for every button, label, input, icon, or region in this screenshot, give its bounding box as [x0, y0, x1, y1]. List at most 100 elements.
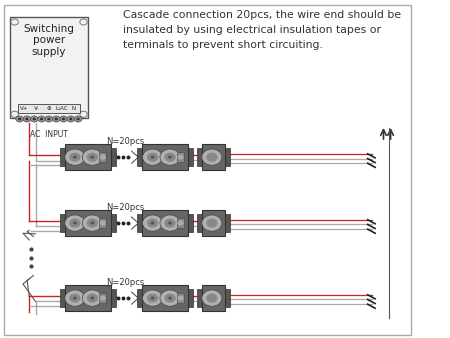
Circle shape: [143, 149, 162, 165]
Circle shape: [76, 118, 80, 120]
Bar: [60, 289, 65, 307]
Bar: [60, 148, 65, 166]
Circle shape: [151, 222, 154, 224]
Bar: [60, 214, 65, 232]
Circle shape: [40, 118, 43, 120]
Bar: [202, 145, 225, 170]
Bar: [177, 218, 184, 228]
Bar: [225, 289, 230, 307]
Circle shape: [65, 149, 85, 165]
Bar: [225, 214, 230, 232]
Text: V+: V+: [19, 106, 28, 111]
Text: N=20pcs: N=20pcs: [107, 137, 145, 146]
Bar: [197, 289, 202, 307]
Circle shape: [164, 219, 176, 228]
Bar: [189, 214, 194, 232]
Circle shape: [73, 297, 77, 300]
Circle shape: [90, 297, 94, 300]
Bar: [189, 148, 194, 166]
Circle shape: [164, 153, 176, 162]
Text: N: N: [72, 106, 76, 111]
Circle shape: [47, 118, 50, 120]
Text: L₁AC: L₁AC: [55, 106, 68, 111]
Circle shape: [18, 118, 21, 120]
Bar: [137, 214, 143, 232]
Circle shape: [69, 293, 81, 303]
Circle shape: [60, 116, 67, 122]
Bar: [177, 293, 184, 303]
Text: N=20pcs: N=20pcs: [107, 278, 145, 287]
Bar: [143, 145, 189, 170]
Circle shape: [177, 295, 184, 301]
Bar: [111, 214, 116, 232]
Circle shape: [53, 116, 60, 122]
Circle shape: [168, 222, 172, 224]
Circle shape: [206, 219, 217, 228]
Bar: [99, 152, 106, 162]
Bar: [177, 152, 184, 162]
Circle shape: [168, 297, 172, 300]
Circle shape: [65, 215, 85, 231]
Circle shape: [23, 116, 31, 122]
Circle shape: [65, 290, 85, 306]
Circle shape: [82, 290, 102, 306]
Circle shape: [100, 221, 106, 226]
Bar: [202, 210, 225, 236]
Circle shape: [100, 295, 106, 301]
Bar: [202, 285, 225, 311]
Circle shape: [38, 116, 45, 122]
Circle shape: [74, 116, 82, 122]
Circle shape: [87, 219, 98, 228]
Circle shape: [31, 116, 38, 122]
Circle shape: [177, 155, 184, 160]
Circle shape: [82, 215, 102, 231]
Circle shape: [90, 155, 94, 159]
Circle shape: [160, 149, 180, 165]
Circle shape: [67, 116, 75, 122]
Circle shape: [82, 149, 102, 165]
Bar: [197, 214, 202, 232]
Bar: [65, 145, 111, 170]
Circle shape: [206, 153, 217, 162]
Bar: [10, 17, 88, 118]
Circle shape: [202, 149, 222, 165]
Circle shape: [202, 215, 222, 231]
Bar: [65, 210, 111, 236]
Text: ⊕: ⊕: [46, 106, 51, 111]
Circle shape: [54, 118, 58, 120]
Circle shape: [160, 215, 180, 231]
Bar: [137, 289, 143, 307]
Text: V-: V-: [34, 106, 39, 111]
Circle shape: [100, 155, 106, 160]
Circle shape: [69, 219, 81, 228]
Circle shape: [87, 153, 98, 162]
Circle shape: [151, 297, 154, 300]
Circle shape: [143, 215, 162, 231]
Bar: [99, 293, 106, 303]
Circle shape: [62, 118, 65, 120]
Circle shape: [87, 293, 98, 303]
Circle shape: [90, 222, 94, 224]
Circle shape: [202, 290, 222, 306]
Circle shape: [69, 118, 72, 120]
Text: Switching
power
supply: Switching power supply: [23, 24, 74, 57]
Bar: [197, 148, 202, 166]
Circle shape: [206, 293, 217, 303]
Circle shape: [143, 290, 162, 306]
Bar: [111, 289, 116, 307]
Bar: [189, 289, 194, 307]
Circle shape: [177, 221, 184, 226]
Circle shape: [147, 153, 158, 162]
Bar: [99, 218, 106, 228]
Circle shape: [69, 153, 81, 162]
Circle shape: [16, 116, 23, 122]
Circle shape: [45, 116, 53, 122]
Circle shape: [147, 219, 158, 228]
Circle shape: [73, 222, 77, 224]
Bar: [143, 285, 189, 311]
Circle shape: [168, 155, 172, 159]
Text: Cascade connection 20pcs, the wire end should be
insulated by using electrical i: Cascade connection 20pcs, the wire end s…: [123, 10, 401, 50]
Bar: [65, 285, 111, 311]
Bar: [111, 148, 116, 166]
Bar: [18, 104, 80, 113]
